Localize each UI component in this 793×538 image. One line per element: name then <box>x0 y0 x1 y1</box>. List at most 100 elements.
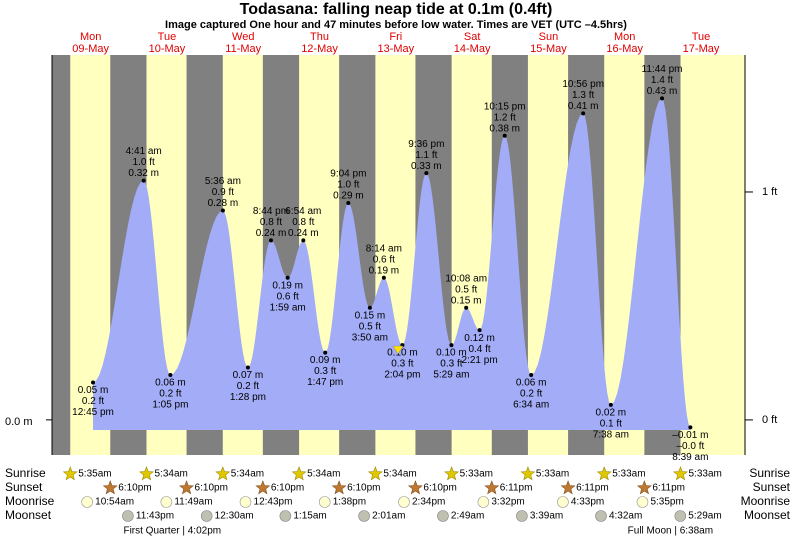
moonset-time: 11:43pm <box>136 511 174 522</box>
tide-label: 3:50 am <box>352 332 388 343</box>
sunrise-icon <box>520 466 536 481</box>
tide-point <box>323 350 328 355</box>
moonset-time: 5:29am <box>688 511 721 522</box>
moonrise-time: 3:32pm <box>491 497 524 508</box>
moonset-icon <box>674 510 687 522</box>
tide-label: –0.01 m <box>672 430 708 441</box>
tide-label: 2:04 pm <box>384 370 420 381</box>
day-name: Thu <box>310 31 329 43</box>
sunset-icon <box>407 480 423 495</box>
tide-label: 1:28 pm <box>230 392 266 403</box>
tide-point <box>245 365 250 370</box>
tide-label: 0.15 m <box>451 295 482 306</box>
day-name: Tue <box>158 31 177 43</box>
tide-label: 10:56 pm <box>562 79 604 90</box>
tide-label: 0.32 m <box>128 168 159 179</box>
tide-label: 7:38 am <box>593 430 629 441</box>
sunset-icon <box>560 480 576 495</box>
tide-label: 0.6 ft <box>277 291 299 302</box>
tide-label: 0.8 ft <box>292 217 314 228</box>
day-date: 13-May <box>377 43 414 55</box>
tide-point <box>141 178 146 183</box>
tide-label: 10:15 pm <box>484 101 526 112</box>
chart-subtitle: Image captured One hour and 47 minutes b… <box>165 19 627 31</box>
tide-point <box>91 380 96 385</box>
tide-label: 0.05 m <box>78 385 109 396</box>
tide-label: 0.09 m <box>310 355 341 366</box>
tide-label: 5:29 am <box>433 370 469 381</box>
sunset-icon <box>331 480 347 495</box>
tide-label: 0.8 ft <box>260 217 282 228</box>
day-name: Sun <box>539 31 559 43</box>
sunset-time: 6:10pm <box>347 483 380 494</box>
moonrise-time: 11:49am <box>174 497 212 508</box>
tide-label: 2:21 pm <box>462 355 498 366</box>
moonset-icon <box>437 510 449 522</box>
moonrise-icon <box>81 496 93 508</box>
tide-label: 0.02 m <box>596 408 627 419</box>
y-tick-label: 0.0 m <box>5 416 33 428</box>
day-date: 10-May <box>149 43 186 55</box>
tide-area <box>93 98 691 430</box>
y2-tick-label: 0 ft <box>762 414 777 426</box>
tide-label: 0.43 m <box>647 86 678 97</box>
tide-label: 9:04 pm <box>330 169 366 180</box>
tide-point <box>269 238 274 243</box>
tide-label: 1:59 am <box>270 302 306 313</box>
sunrise-icon <box>291 466 307 481</box>
sunrise-icon <box>673 466 688 481</box>
moon-phase: Full Moon | 6:38am <box>628 526 713 537</box>
tide-label: 0.29 m <box>333 191 364 202</box>
sunrise-icon <box>444 466 460 481</box>
tide-label: 0.3 ft <box>391 359 413 370</box>
moonrise-time: 2:34pm <box>412 497 445 508</box>
sunrise-icon <box>62 466 78 481</box>
tide-label: 0.24 m <box>288 228 319 239</box>
tide-label: 0.2 ft <box>520 389 542 400</box>
day-name: Mon <box>80 31 101 43</box>
tide-label: 0.15 m <box>355 310 386 321</box>
day-name: Tue <box>692 31 711 43</box>
tide-label: 4:41 am <box>126 146 162 157</box>
tide-label: 0.24 m <box>256 228 287 239</box>
tide-point <box>449 343 454 348</box>
sunset-time: 6:10pm <box>271 483 304 494</box>
sunrise-icon <box>596 466 612 481</box>
moon-phase: First Quarter | 4:02pm <box>123 526 221 537</box>
tide-point <box>581 111 586 116</box>
tide-label: 0.10 m <box>387 348 418 359</box>
moonrise-icon <box>636 496 649 508</box>
row-label-left: Sunrise <box>5 466 46 480</box>
tide-label: 0.5 ft <box>359 321 381 332</box>
sunset-time: 6:11pm <box>576 483 609 494</box>
day-date: 17-May <box>683 43 720 55</box>
sunrise-time: 5:34am <box>383 469 416 480</box>
tide-label: 0.10 m <box>436 348 467 359</box>
tide-label: 1.2 ft <box>494 112 516 123</box>
tide-point <box>367 305 372 310</box>
row-label-right: Sunrise <box>749 466 790 480</box>
tide-label: 0.41 m <box>568 101 599 112</box>
tide-label: 0.6 ft <box>373 254 395 265</box>
tide-point <box>301 238 306 243</box>
moonset-time: 4:32am <box>609 511 642 522</box>
tide-point <box>424 171 429 176</box>
tide-label: 1.3 ft <box>572 90 594 101</box>
tide-point <box>688 425 693 430</box>
tide-label: 12:45 pm <box>72 407 114 418</box>
tide-label: 1.0 ft <box>133 157 155 168</box>
moonrise-icon <box>239 496 252 508</box>
day-date: 16-May <box>606 43 643 55</box>
daylight-band <box>680 55 745 455</box>
moonrise-icon <box>398 496 410 508</box>
moonrise-time: 12:43pm <box>254 497 293 508</box>
tide-label: 0.19 m <box>272 280 303 291</box>
tide-label: 0.1 ft <box>600 419 622 430</box>
moonset-time: 12:30am <box>215 511 254 522</box>
tide-label: 10:08 am <box>445 273 487 284</box>
sunset-icon <box>179 480 194 495</box>
tide-label: 0.33 m <box>411 161 442 172</box>
moonrise-time: 4:33pm <box>571 497 604 508</box>
tide-label: 1.0 ft <box>337 180 359 191</box>
tide-label: 0.2 ft <box>237 381 259 392</box>
